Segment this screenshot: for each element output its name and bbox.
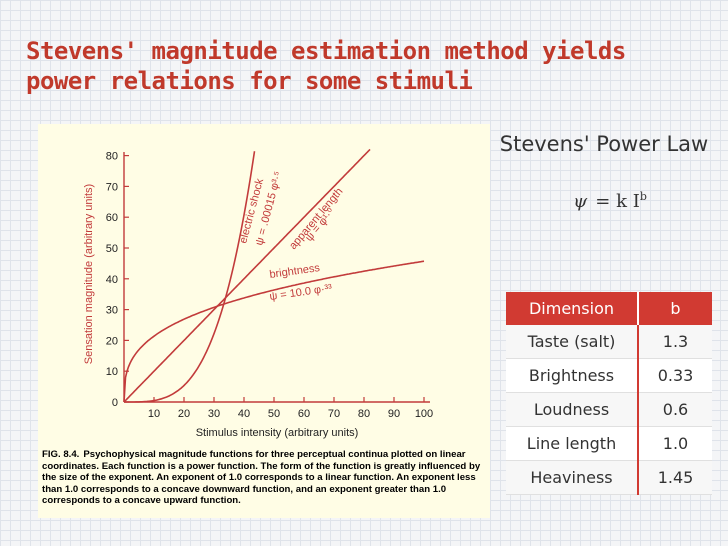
formula-rhs: = k I bbox=[595, 191, 640, 212]
x-axis-label: Stimulus intensity (arbitrary units) bbox=[196, 427, 359, 439]
slide-title: Stevens' magnitude estimation method yie… bbox=[26, 37, 626, 95]
x-tick-label: 40 bbox=[238, 408, 250, 420]
exponent-cell: 1.45 bbox=[638, 460, 712, 495]
dimension-cell: Line length bbox=[506, 426, 639, 461]
y-tick-label: 10 bbox=[106, 366, 118, 378]
psychophysics-figure: 0 10 20 30 40 50 60 70 80 10 20 30 40 50 60 70 80 90 100 … bbox=[38, 124, 490, 518]
header-b: b bbox=[638, 292, 712, 325]
dimension-cell: Heaviness bbox=[506, 460, 639, 495]
table-row: Heaviness 1.45 bbox=[506, 460, 712, 495]
exponent-cell: 0.33 bbox=[638, 358, 712, 393]
dimension-cell: Taste (salt) bbox=[506, 325, 639, 359]
caption-text: Psychophysical magnitude functions for t… bbox=[42, 449, 481, 507]
y-axis-label: Sensation magnitude (arbitrary units) bbox=[83, 184, 95, 364]
header-dimension: Dimension bbox=[506, 292, 639, 325]
y-tick-label: 50 bbox=[106, 243, 118, 255]
exponent-cell: 0.6 bbox=[638, 392, 712, 427]
x-tick-label: 10 bbox=[148, 408, 160, 420]
dimension-cell: Brightness bbox=[506, 358, 639, 393]
x-tick-label: 50 bbox=[268, 408, 280, 420]
exponent-table: Dimension b Taste (salt) 1.3 Brightness … bbox=[506, 292, 712, 495]
x-tick-label: 70 bbox=[328, 408, 340, 420]
formula-psi: ψ bbox=[573, 191, 588, 212]
y-tick-label: 70 bbox=[106, 181, 118, 193]
y-tick-label: 0 bbox=[112, 397, 118, 409]
electric-shock-curve bbox=[124, 151, 256, 403]
y-tick-label: 20 bbox=[106, 335, 118, 347]
x-tick-label: 90 bbox=[388, 408, 400, 420]
y-tick-label: 40 bbox=[106, 274, 118, 286]
exponent-cell: 1.0 bbox=[638, 426, 712, 461]
x-tick-label: 30 bbox=[208, 408, 220, 420]
table-row: Line length 1.0 bbox=[506, 426, 712, 461]
apparent-length-curve bbox=[123, 148, 371, 403]
power-law-formula: ψ = k Ib bbox=[540, 190, 680, 212]
x-tick-label: 60 bbox=[298, 408, 310, 420]
x-tick-label: 20 bbox=[178, 408, 190, 420]
x-tick-label: 80 bbox=[358, 408, 370, 420]
table-row: Brightness 0.33 bbox=[506, 358, 712, 393]
table-row: Taste (salt) 1.3 bbox=[506, 325, 712, 359]
apparent-length-label: apparent length bbox=[287, 186, 345, 252]
brightness-label: brightness bbox=[269, 262, 321, 281]
y-tick-label: 80 bbox=[106, 151, 118, 163]
y-tick-label: 30 bbox=[106, 305, 118, 317]
exponent-cell: 1.3 bbox=[638, 325, 712, 359]
power-law-heading: Stevens' Power Law bbox=[499, 132, 709, 156]
brightness-curve bbox=[123, 260, 425, 403]
caption-figure-number: FIG. 8.4. bbox=[42, 449, 80, 460]
figure-caption: FIG. 8.4. Psychophysical magnitude functi… bbox=[42, 449, 486, 507]
x-tick-label: 100 bbox=[415, 408, 433, 420]
brightness-equation: ψ = 10.0 φ·³³ bbox=[269, 282, 333, 303]
table-header-row: Dimension b bbox=[506, 292, 712, 325]
table-row: Loudness 0.6 bbox=[506, 392, 712, 427]
dimension-cell: Loudness bbox=[506, 392, 639, 427]
y-tick-label: 60 bbox=[106, 212, 118, 224]
formula-exponent: b bbox=[639, 190, 647, 203]
